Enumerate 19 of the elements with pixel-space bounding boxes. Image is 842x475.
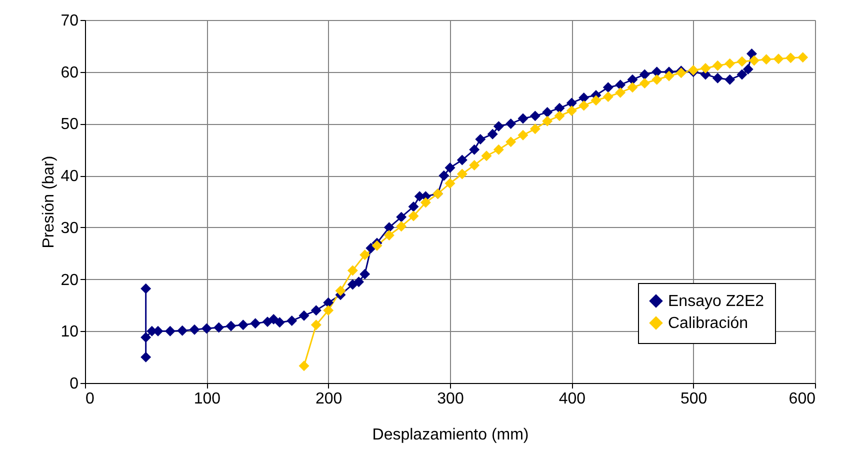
y-tick-label: 10: [60, 324, 79, 341]
legend-label: Ensayo Z2E2: [668, 293, 764, 310]
x-axis-title: Desplazamiento (mm): [372, 426, 529, 444]
y-tick-label: 70: [60, 12, 79, 30]
x-tick-label: 300: [437, 390, 464, 408]
y-tick-label: 50: [60, 116, 79, 134]
y-tick-label: 20: [60, 272, 79, 289]
y-tick-label: 0: [70, 376, 79, 392]
x-tick-label: 100: [194, 390, 221, 408]
y-tick-label: 30: [60, 220, 79, 237]
y-axis-title: Presión (bar): [40, 156, 58, 248]
x-tick-label: 600: [788, 390, 816, 408]
x-tick-label: 500: [680, 390, 708, 408]
x-tick-label: 0: [86, 390, 94, 408]
y-tick-label: 40: [60, 168, 79, 186]
x-tick-label: 400: [558, 390, 586, 408]
y-tick-label: 60: [60, 64, 79, 82]
x-tick-label: 200: [315, 390, 342, 408]
legend-label: Calibración: [668, 315, 748, 332]
